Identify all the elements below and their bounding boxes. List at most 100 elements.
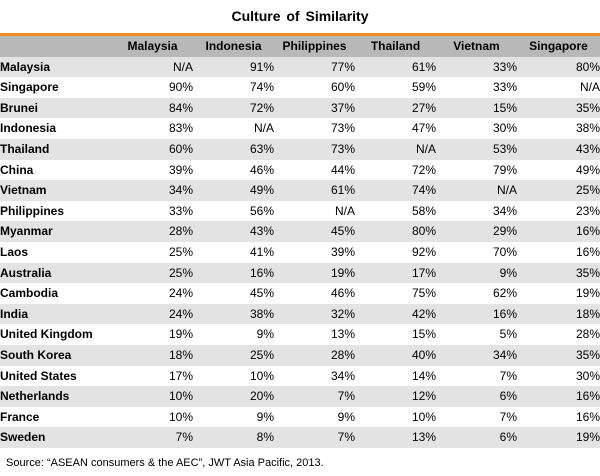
table-cell: 5%	[436, 324, 517, 345]
row-label: Netherlands	[0, 386, 112, 407]
table-cell: 37%	[274, 97, 355, 119]
table-cell: 33%	[436, 77, 517, 98]
table-cell: 30%	[436, 118, 517, 139]
table-cell: 33%	[436, 56, 517, 78]
table-cell: 24%	[112, 303, 193, 325]
table-cell: 7%	[436, 365, 517, 387]
table-cell: 18%	[112, 344, 193, 366]
table-cell: 19%	[112, 324, 193, 345]
table-cell: 12%	[355, 386, 436, 407]
table-cell: 25%	[517, 180, 600, 201]
table-cell: 38%	[193, 303, 274, 325]
table-cell: 30%	[517, 365, 600, 387]
table-cell: 53%	[436, 138, 517, 160]
table-cell: 46%	[274, 283, 355, 304]
table-cell: 63%	[193, 138, 274, 160]
header-row: Malaysia Indonesia Philippines Thailand Viet…	[0, 36, 600, 57]
table-cell: 79%	[436, 159, 517, 181]
row-label: China	[0, 159, 112, 181]
source-note: Source: “ASEAN consumers & the AEC”, JWT…	[6, 457, 324, 469]
table-cell: 19%	[517, 283, 600, 304]
table-cell: 23%	[517, 200, 600, 222]
table-cell: 28%	[112, 221, 193, 242]
table-cell: 16%	[517, 241, 600, 263]
table-cell: 35%	[517, 344, 600, 366]
similarity-table: Malaysia Indonesia Philippines Thailand Viet…	[0, 36, 600, 448]
table-cell: 19%	[517, 427, 600, 448]
table-cell: 73%	[274, 138, 355, 160]
table-row: Sweden 7% 8% 7% 13% 6% 19%	[0, 427, 600, 448]
table-cell: 83%	[112, 118, 193, 139]
table-cell: 75%	[355, 283, 436, 304]
table-cell: 35%	[517, 262, 600, 284]
table-cell: 34%	[274, 365, 355, 387]
table-cell: 39%	[112, 159, 193, 181]
table-cell: 80%	[517, 56, 600, 78]
table-cell: 70%	[436, 241, 517, 263]
table-row: Cambodia 24% 45% 46% 75% 62% 19%	[0, 283, 600, 304]
table-row: Philippines 33% 56% N/A 58% 34% 23%	[0, 200, 600, 222]
table-row: India 24% 38% 32% 42% 16% 18%	[0, 303, 600, 325]
table-cell: 74%	[355, 180, 436, 201]
row-label: Malaysia	[0, 56, 112, 78]
row-label: United States	[0, 365, 112, 387]
table-cell: 17%	[355, 262, 436, 284]
table-cell: N/A	[355, 138, 436, 160]
row-label: South Korea	[0, 344, 112, 366]
table-cell: 61%	[274, 180, 355, 201]
table-cell: 7%	[436, 406, 517, 428]
table-cell: 34%	[436, 344, 517, 366]
table-cell: 9%	[193, 324, 274, 345]
table-cell: 10%	[112, 406, 193, 428]
table-cell: N/A	[274, 200, 355, 222]
table-cell: 16%	[517, 221, 600, 242]
chart-title: Culture of Similarity	[231, 8, 369, 24]
table-cell: 92%	[355, 241, 436, 263]
table-cell: 29%	[436, 221, 517, 242]
row-label: Cambodia	[0, 283, 112, 304]
table-cell: 84%	[112, 97, 193, 119]
table-cell: 25%	[193, 344, 274, 366]
row-label: India	[0, 303, 112, 325]
table-cell: 45%	[274, 221, 355, 242]
row-label: Sweden	[0, 427, 112, 448]
table-cell: 47%	[355, 118, 436, 139]
table-row: United Kingdom 19% 9% 13% 15% 5% 28%	[0, 324, 600, 345]
row-label: United Kingdom	[0, 324, 112, 345]
table-cell: 45%	[193, 283, 274, 304]
table-cell: 90%	[112, 77, 193, 98]
table-cell: 24%	[112, 283, 193, 304]
table-cell: 42%	[355, 303, 436, 325]
row-label: Thailand	[0, 138, 112, 160]
table-row: France 10% 9% 9% 10% 7% 16%	[0, 406, 600, 428]
table-row: Brunei 84% 72% 37% 27% 15% 35%	[0, 97, 600, 119]
table-cell: 14%	[355, 365, 436, 387]
table-cell: 16%	[517, 386, 600, 407]
table-cell: 9%	[193, 406, 274, 428]
table-cell: 13%	[274, 324, 355, 345]
table-cell: 72%	[355, 159, 436, 181]
table-cell: 60%	[112, 138, 193, 160]
table-cell: 73%	[274, 118, 355, 139]
row-label: Indonesia	[0, 118, 112, 139]
row-label: Vietnam	[0, 180, 112, 201]
table-cell: 16%	[517, 406, 600, 428]
table-cell: 43%	[517, 138, 600, 160]
table-cell: 28%	[274, 344, 355, 366]
table-row: Australia 25% 16% 19% 17% 9% 35%	[0, 262, 600, 284]
table-cell: 25%	[112, 262, 193, 284]
row-label: Laos	[0, 241, 112, 263]
column-header: Vietnam	[436, 36, 517, 57]
table-cell: N/A	[193, 118, 274, 139]
table-cell: 16%	[193, 262, 274, 284]
table-cell: 10%	[193, 365, 274, 387]
column-header: Indonesia	[193, 36, 274, 57]
table-cell: 80%	[355, 221, 436, 242]
table-row: South Korea 18% 25% 28% 40% 34% 35%	[0, 344, 600, 366]
table-cell: 41%	[193, 241, 274, 263]
table-cell: 10%	[355, 406, 436, 428]
table-row: United States 17% 10% 34% 14% 7% 30%	[0, 365, 600, 387]
table-cell: 35%	[517, 97, 600, 119]
column-header: Malaysia	[112, 36, 193, 57]
row-label: Brunei	[0, 97, 112, 119]
